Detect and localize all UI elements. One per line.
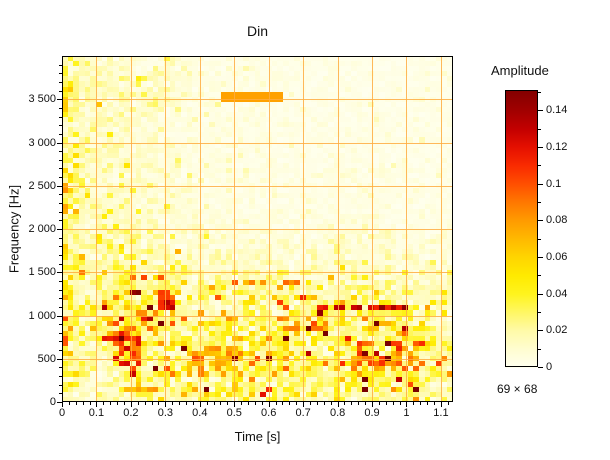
x-tick-label: 0.6 [261,407,277,419]
colorbar-tick-label: 0.1 [546,177,562,190]
y-tick-label: 1 000 [28,309,56,322]
x-tick-label: 1 [403,407,410,419]
x-tick-label: 0.8 [329,407,346,419]
x-axis-label: Time [s] [234,429,281,444]
x-tick-label: 0.9 [364,407,380,419]
colorbar-tick-label: 0.02 [546,324,568,337]
colorbar-tick-label: 0.04 [546,287,568,300]
x-tick-label: 0.1 [88,407,105,419]
y-tick-label: 1 500 [28,266,56,279]
colorbar-tick-label: 0.06 [546,250,568,263]
x-tick-label: 0.7 [295,407,311,419]
x-tick-label: 0.5 [226,407,242,419]
y-tick-label: 3 000 [28,136,56,149]
colorbar-tick-label: 0.08 [546,214,568,227]
x-tick-label: 1.1 [433,407,449,419]
x-tick-label: 0.3 [157,407,173,419]
matrix-size-label: 69 × 68 [497,382,538,396]
colorbar-tick-label: 0.12 [546,140,568,153]
y-tick-label: 2 000 [28,223,56,235]
colorbar-tick-label: 0.14 [546,104,568,117]
y-tick-label: 500 [37,352,56,365]
colorbar-label: Amplitude [491,63,549,78]
x-tick-label: 0 [58,407,66,419]
chart-title: Din [246,23,268,39]
x-tick-label: 0.2 [123,407,139,419]
y-tick-label: 2 500 [28,179,56,192]
colorbar-tick-label: 0 [546,361,553,373]
y-tick-label: 0 [49,396,56,408]
y-tick-label: 3 500 [28,93,56,106]
x-tick-label: 0.4 [192,407,208,419]
